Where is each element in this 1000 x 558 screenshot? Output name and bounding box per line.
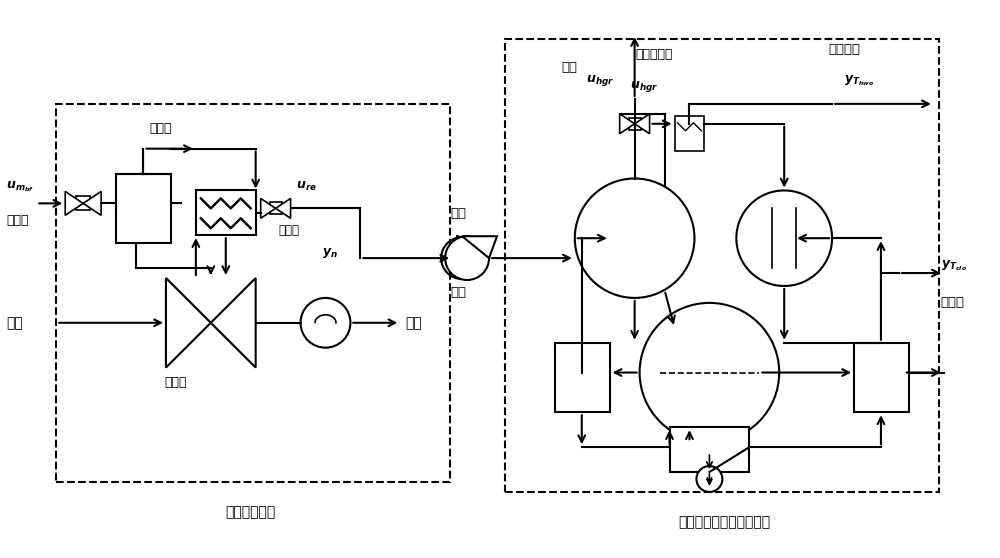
Bar — [555, 343, 610, 412]
Text: 双效溴化锂吸收式制冷机: 双效溴化锂吸收式制冷机 — [678, 515, 770, 529]
Text: $\bfit{y}_{n}$: $\bfit{y}_{n}$ — [322, 246, 338, 260]
Text: 烟气: 烟气 — [450, 207, 466, 220]
Text: 空气: 空气 — [6, 316, 23, 330]
Text: $\bfit{u}_{m_{bf}}$: $\bfit{u}_{m_{bf}}$ — [6, 179, 34, 194]
Text: $\bfit{u}_{hgr}$: $\bfit{u}_{hgr}$ — [630, 79, 659, 94]
Text: 风机: 风机 — [450, 286, 466, 300]
Circle shape — [697, 467, 721, 491]
Bar — [854, 343, 909, 412]
Text: $\bfit{y}_{T_{hwo}}$: $\bfit{y}_{T_{hwo}}$ — [844, 74, 874, 88]
Text: $\bfit{u}_{hgr}$: $\bfit{u}_{hgr}$ — [586, 74, 614, 89]
Text: 废气: 废气 — [562, 61, 578, 74]
Text: $\bfit{y}_{T_{clo}}$: $\bfit{y}_{T_{clo}}$ — [941, 259, 967, 273]
Text: $\bfit{u}_{re}$: $\bfit{u}_{re}$ — [296, 180, 317, 193]
Circle shape — [736, 190, 832, 286]
Bar — [116, 174, 171, 243]
Bar — [629, 118, 641, 130]
Circle shape — [575, 179, 694, 298]
Polygon shape — [261, 199, 276, 218]
Polygon shape — [83, 191, 101, 215]
Polygon shape — [65, 191, 83, 215]
Bar — [670, 427, 749, 472]
Text: 冷媒水: 冷媒水 — [941, 296, 965, 309]
Polygon shape — [620, 114, 635, 134]
Circle shape — [445, 236, 489, 280]
Polygon shape — [457, 236, 484, 258]
Text: 回热阀: 回热阀 — [279, 224, 300, 237]
Polygon shape — [211, 278, 256, 368]
Polygon shape — [635, 114, 650, 134]
Text: 压缩机: 压缩机 — [165, 376, 187, 389]
Text: 生活热水: 生活热水 — [828, 42, 860, 56]
Text: 供电: 供电 — [405, 316, 422, 330]
Bar — [675, 116, 704, 151]
Circle shape — [696, 466, 722, 492]
Text: 燃料阀: 燃料阀 — [6, 214, 29, 227]
Text: 燃烧器: 燃烧器 — [150, 122, 172, 135]
Polygon shape — [276, 199, 291, 218]
Bar — [270, 203, 282, 214]
Polygon shape — [166, 278, 211, 368]
Polygon shape — [462, 236, 497, 258]
Circle shape — [640, 303, 779, 442]
Bar — [76, 196, 90, 210]
Text: 高压冷剂阀: 高压冷剂阀 — [636, 47, 673, 61]
Bar — [196, 190, 256, 235]
Circle shape — [301, 298, 350, 348]
Text: 微型燃气轮机: 微型燃气轮机 — [226, 505, 276, 519]
